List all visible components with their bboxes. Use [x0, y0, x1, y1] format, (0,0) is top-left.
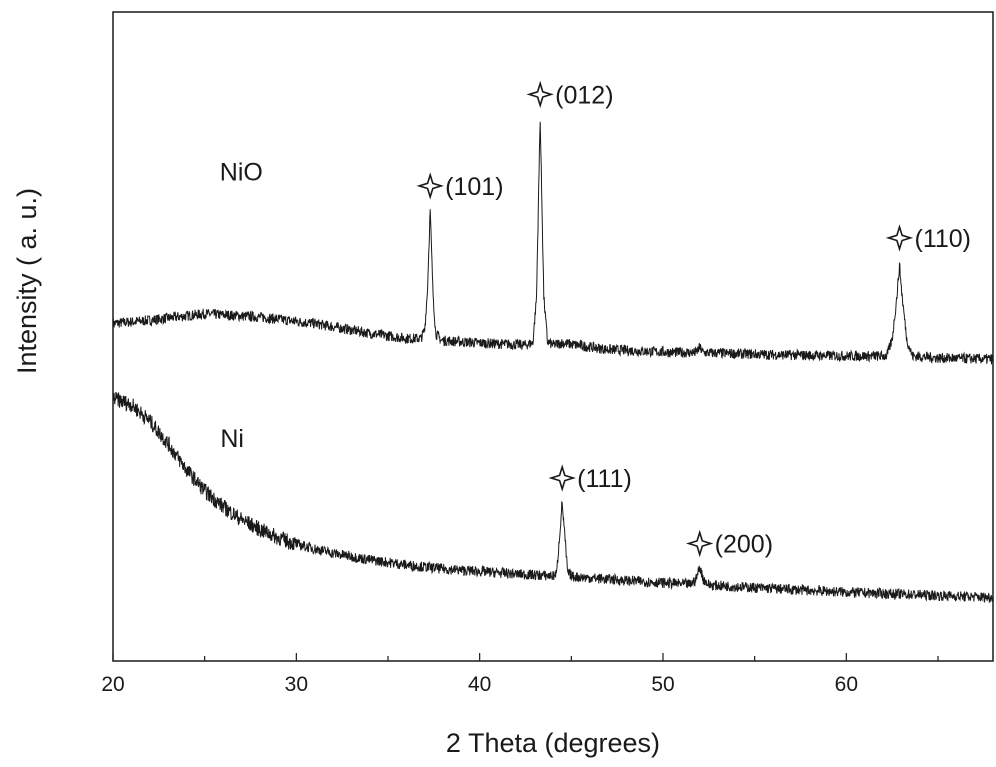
series-line-nio — [112, 121, 994, 365]
peak-label: (012) — [555, 81, 613, 109]
x-tick-label: 40 — [468, 673, 491, 696]
x-tick-labels: 20 30 40 50 60 — [101, 673, 858, 696]
plot-frame — [112, 11, 994, 662]
peak-label: (101) — [445, 173, 503, 201]
peak-annotation: (111) — [548, 464, 632, 493]
four-point-star-icon — [685, 529, 714, 558]
four-point-star-icon — [548, 464, 576, 492]
x-ticks — [112, 653, 939, 661]
series-label-ni: Ni — [220, 425, 244, 453]
four-point-star-icon — [885, 224, 914, 252]
peak-annotation: (012) — [526, 80, 614, 109]
series-line-ni — [112, 391, 994, 604]
x-tick-label: 20 — [101, 673, 124, 696]
peak-annotation: (101) — [416, 172, 504, 201]
x-tick-label: 60 — [835, 673, 858, 696]
x-tick-label: 30 — [285, 673, 308, 696]
peak-label: (111) — [577, 465, 632, 493]
four-point-star-icon — [526, 80, 554, 109]
four-point-star-icon — [416, 172, 444, 200]
y-axis-label: Intensity ( a. u.) — [12, 188, 42, 374]
series-labels: NiO Ni — [220, 159, 263, 453]
series-label-nio: NiO — [220, 159, 263, 187]
peak-annotations: (101) (012) (110) (111) (200) — [416, 80, 972, 559]
series-layer — [112, 121, 994, 604]
peak-label: (200) — [715, 531, 773, 559]
peak-label: (110) — [915, 225, 972, 253]
x-axis-label: 2 Theta (degrees) — [446, 728, 660, 758]
peak-annotation: (110) — [885, 224, 972, 253]
x-tick-label: 50 — [651, 673, 674, 696]
peak-annotation: (200) — [685, 529, 773, 559]
